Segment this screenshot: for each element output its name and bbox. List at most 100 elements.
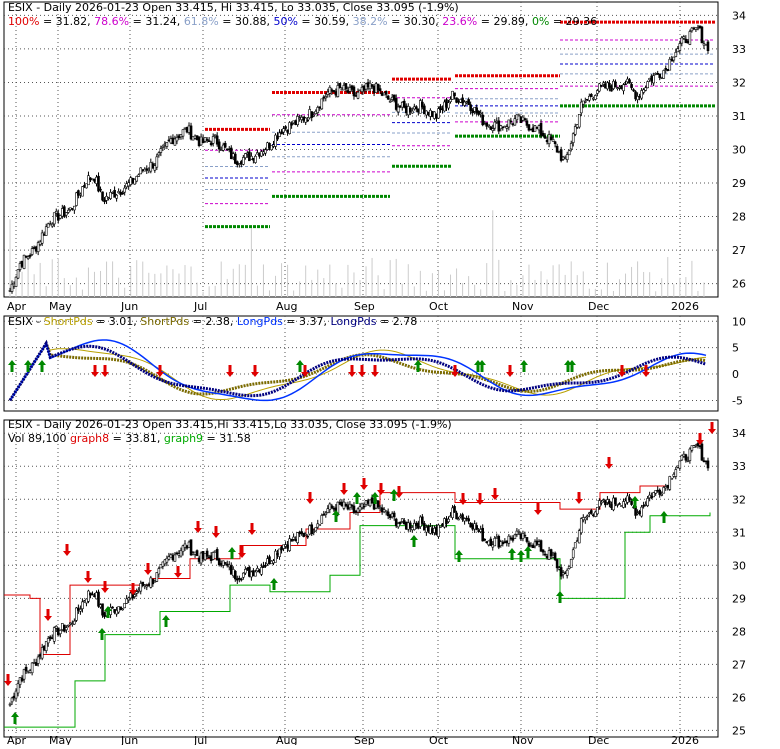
candle-body [551,139,555,142]
candle-body [384,510,388,513]
oscillator-y-axis: 10 5 0 -5 [732,315,746,407]
candle-body [129,592,132,599]
candle-body [38,241,42,245]
candle-body [139,583,143,592]
candle-body [71,623,74,625]
month-label: Oct [429,734,449,745]
volume-bar [244,264,246,297]
candle-body [50,223,54,227]
candle-body [640,90,643,99]
month-label: Nov [512,300,534,313]
candle-body [185,126,189,133]
candle-body [455,97,458,103]
candle-body [668,476,672,490]
candle-body [463,101,466,106]
candle-body [225,148,229,151]
month-label: Sep [354,300,375,313]
volume-bar [468,276,470,297]
up-arrow [631,496,639,508]
candle-body [698,25,702,29]
volume-bar [667,257,669,297]
down-arrow [144,563,152,575]
candle-body [455,512,458,520]
y-tick-label: 29 [732,177,746,190]
volume-bar [106,261,108,297]
candle-body [408,107,412,113]
candle-body [288,538,291,551]
candle-body [75,192,78,206]
candle-body [670,477,674,480]
month-label: Jul [193,300,207,313]
candle-body [63,624,66,632]
candle-body [197,557,201,562]
candle-body [453,92,456,97]
volume-bar [631,266,633,297]
candle-body [46,223,50,228]
candle-body [147,169,151,171]
candle-body [541,549,545,553]
volume-bar [45,286,47,297]
candle-body [421,516,424,524]
candle-body [571,549,575,559]
y-tick-label: 27 [732,658,746,671]
up-arrow [520,360,528,372]
candle-body [390,513,394,518]
oscillator-line [8,339,707,402]
candle-body [410,527,414,531]
candle-body [557,567,561,570]
candle-body [642,505,645,507]
candle-body [704,43,708,46]
candle-body [479,528,482,532]
candle-body [684,454,688,461]
volume-bar [492,210,494,297]
candle-body [435,526,438,535]
candle-body [175,552,179,555]
candle-body [229,147,233,160]
candle-body [654,490,657,494]
candle-body [620,85,623,90]
y-tick-label: 33 [732,460,746,473]
candle-body [553,141,557,145]
candle-body [402,100,406,108]
candle-body [573,126,577,135]
candle-body [155,156,159,168]
candle-body [413,106,416,110]
candle-body [604,83,607,89]
candle-body [425,110,428,116]
candle-body [28,670,32,673]
candle-body [425,527,428,533]
candle-body [103,612,106,618]
candle-body [368,499,372,507]
month-label: Oct [429,300,449,313]
candle-body [326,91,330,95]
candle-body [328,86,332,94]
candle-body [274,550,277,563]
candle-body [471,524,474,530]
up-arrow [332,510,340,522]
candle-body [109,191,112,199]
candle-body [505,540,509,544]
candle-body [435,113,438,119]
price-panel-title: ESIX - Daily 2026-01-23 Open 33.415, Hi … [8,1,459,14]
y-tick-label: 34 [732,9,746,22]
volume-bar [100,270,102,297]
up-arrow [104,606,112,618]
candle-body [400,101,404,108]
candle-body [254,571,257,577]
candle-body [457,100,460,103]
candle-body [131,177,135,184]
candle-body [614,81,617,88]
down-arrow [174,566,182,578]
candle-body [614,497,617,505]
candle-body [71,208,74,210]
candle-body [688,31,692,45]
y-tick-label: 28 [732,211,746,224]
candle-body [449,515,452,518]
candle-body [433,111,436,119]
candle-body [427,111,430,115]
up-arrow [162,615,170,627]
candle-body [577,114,581,128]
candle-body [65,212,68,216]
candle-body [89,592,92,596]
volume-bar [522,275,524,297]
